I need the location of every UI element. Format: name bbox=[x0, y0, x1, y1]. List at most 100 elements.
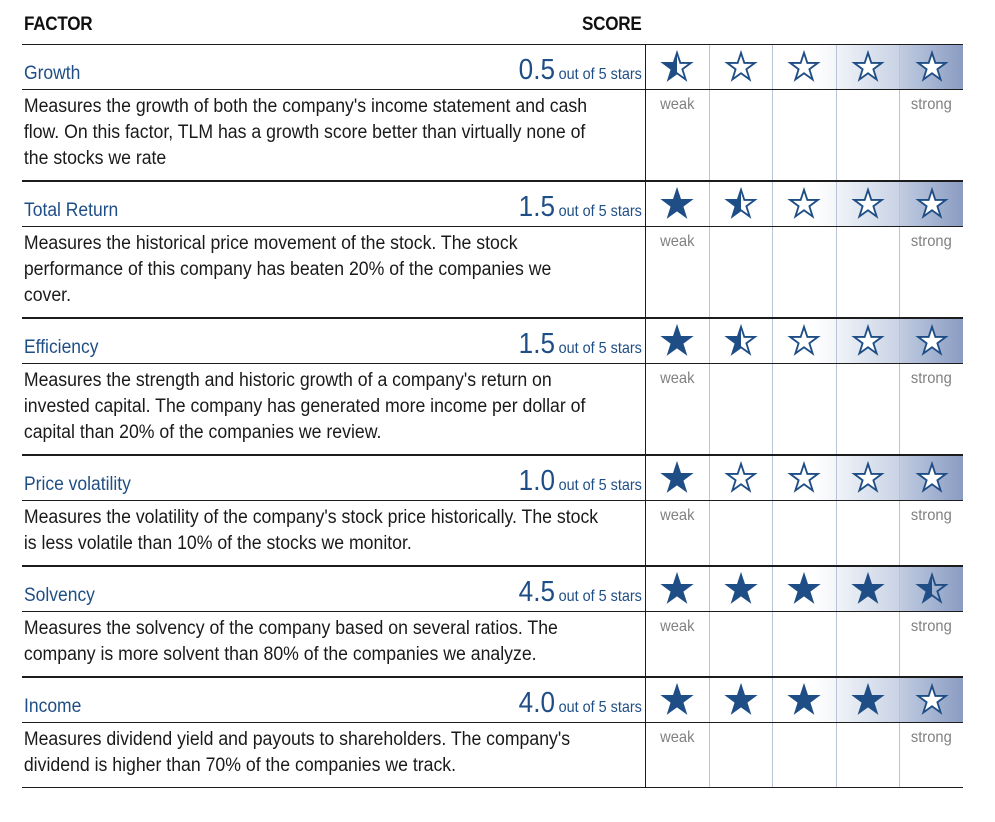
factor-description-row: Measures the strength and historic growt… bbox=[22, 364, 963, 455]
score-column-header: SCORE bbox=[582, 14, 642, 35]
star-cell bbox=[835, 319, 900, 363]
factor-block: Solvency 4.5 out of 5 stars Measures the … bbox=[22, 566, 963, 677]
rating-scale: weak strong bbox=[645, 90, 963, 180]
factor-description: Measures the solvency of the company bas… bbox=[23, 618, 558, 665]
factor-title-row: Price volatility 1.0 out of 5 stars bbox=[22, 455, 963, 501]
score-suffix: out of 5 stars bbox=[558, 699, 642, 716]
star-empty-icon bbox=[851, 324, 885, 356]
star-cell bbox=[708, 456, 773, 500]
star-full-icon bbox=[660, 683, 694, 715]
score-value: 0.5 bbox=[518, 54, 556, 86]
weak-label: weak bbox=[660, 507, 695, 524]
star-empty-icon bbox=[915, 187, 949, 219]
star-cell bbox=[899, 678, 963, 722]
weak-label: weak bbox=[660, 96, 695, 113]
star-full-icon bbox=[724, 572, 758, 604]
star-full-icon bbox=[851, 683, 885, 715]
star-rating bbox=[645, 678, 963, 722]
strong-label: strong bbox=[911, 618, 953, 635]
factor-description: Measures dividend yield and payouts to s… bbox=[23, 729, 571, 776]
star-empty-icon bbox=[787, 461, 822, 493]
star-half-icon bbox=[724, 187, 758, 219]
factor-title-row: Total Return 1.5 out of 5 stars bbox=[22, 181, 963, 227]
factor-description-row: Measures dividend yield and payouts to s… bbox=[22, 723, 963, 788]
factor-name: Total Return bbox=[24, 200, 119, 221]
rating-scale: weak strong bbox=[645, 501, 963, 565]
factor-description-row: Measures the solvency of the company bas… bbox=[22, 612, 963, 677]
star-cell bbox=[899, 45, 963, 89]
weak-label: weak bbox=[660, 370, 695, 387]
score-suffix: out of 5 stars bbox=[558, 588, 642, 605]
factor-score: 0.5 out of 5 stars bbox=[519, 56, 642, 85]
star-cell bbox=[708, 319, 773, 363]
star-cell bbox=[835, 678, 900, 722]
star-cell bbox=[772, 45, 836, 89]
score-value: 4.0 bbox=[518, 687, 556, 719]
star-empty-icon bbox=[724, 50, 758, 82]
factor-score: 1.5 out of 5 stars bbox=[519, 193, 642, 222]
star-full-icon bbox=[660, 324, 694, 356]
star-rating bbox=[645, 319, 963, 363]
star-cell bbox=[835, 567, 900, 611]
factor-title-row: Efficiency 1.5 out of 5 stars bbox=[22, 318, 963, 364]
factor-title-row: Solvency 4.5 out of 5 stars bbox=[22, 566, 963, 612]
star-full-icon bbox=[851, 572, 885, 604]
star-rating bbox=[645, 182, 963, 226]
factor-block: Total Return 1.5 out of 5 stars Measures … bbox=[22, 181, 963, 318]
star-full-icon bbox=[660, 461, 694, 493]
factor-description: Measures the volatility of the company's… bbox=[23, 507, 599, 554]
factor-name: Solvency bbox=[24, 585, 95, 606]
score-value: 1.0 bbox=[518, 465, 556, 497]
star-empty-icon bbox=[915, 461, 949, 493]
star-cell bbox=[835, 456, 900, 500]
strong-label: strong bbox=[911, 507, 953, 524]
strong-label: strong bbox=[911, 370, 953, 387]
factor-score: 1.0 out of 5 stars bbox=[519, 467, 642, 496]
star-empty-icon bbox=[787, 187, 822, 219]
star-full-icon bbox=[660, 572, 694, 604]
factor-block: Growth 0.5 out of 5 stars Measures the gr… bbox=[22, 44, 963, 181]
factor-description: Measures the growth of both the company'… bbox=[23, 96, 588, 169]
star-cell bbox=[772, 319, 836, 363]
star-cell bbox=[645, 678, 709, 722]
star-empty-icon bbox=[851, 187, 885, 219]
star-cell bbox=[645, 567, 709, 611]
star-cell bbox=[708, 45, 773, 89]
score-suffix: out of 5 stars bbox=[558, 203, 642, 220]
star-cell bbox=[645, 45, 709, 89]
score-value: 1.5 bbox=[518, 191, 556, 223]
factor-name: Price volatility bbox=[24, 474, 131, 495]
weak-label: weak bbox=[660, 233, 695, 250]
factor-table: Growth 0.5 out of 5 stars Measures the gr… bbox=[22, 44, 963, 788]
star-full-icon bbox=[787, 572, 822, 604]
factor-description-row: Measures the historical price movement o… bbox=[22, 227, 963, 318]
star-cell bbox=[899, 182, 963, 226]
factor-score: 4.5 out of 5 stars bbox=[519, 578, 642, 607]
star-cell bbox=[708, 182, 773, 226]
factor-column-header: FACTOR bbox=[24, 14, 93, 35]
factor-score: 1.5 out of 5 stars bbox=[519, 330, 642, 359]
star-cell bbox=[835, 182, 900, 226]
strong-label: strong bbox=[911, 233, 953, 250]
factor-title-row: Growth 0.5 out of 5 stars bbox=[22, 44, 963, 90]
star-empty-icon bbox=[787, 50, 822, 82]
star-empty-icon bbox=[915, 50, 949, 82]
factor-description: Measures the historical price movement o… bbox=[23, 233, 552, 306]
star-cell bbox=[708, 678, 773, 722]
star-cell bbox=[772, 567, 836, 611]
star-half-icon bbox=[724, 324, 758, 356]
score-value: 1.5 bbox=[518, 328, 556, 360]
strong-label: strong bbox=[911, 729, 953, 746]
star-half-icon bbox=[915, 572, 949, 604]
rating-scale: weak strong bbox=[645, 227, 963, 317]
factor-description-row: Measures the growth of both the company'… bbox=[22, 90, 963, 181]
star-cell bbox=[899, 567, 963, 611]
star-rating bbox=[645, 45, 963, 89]
score-suffix: out of 5 stars bbox=[558, 477, 642, 494]
star-cell bbox=[772, 456, 836, 500]
score-suffix: out of 5 stars bbox=[558, 66, 642, 83]
rating-scale: weak strong bbox=[645, 723, 963, 787]
factor-name: Income bbox=[24, 696, 82, 717]
star-cell bbox=[899, 319, 963, 363]
score-value: 4.5 bbox=[518, 576, 556, 608]
